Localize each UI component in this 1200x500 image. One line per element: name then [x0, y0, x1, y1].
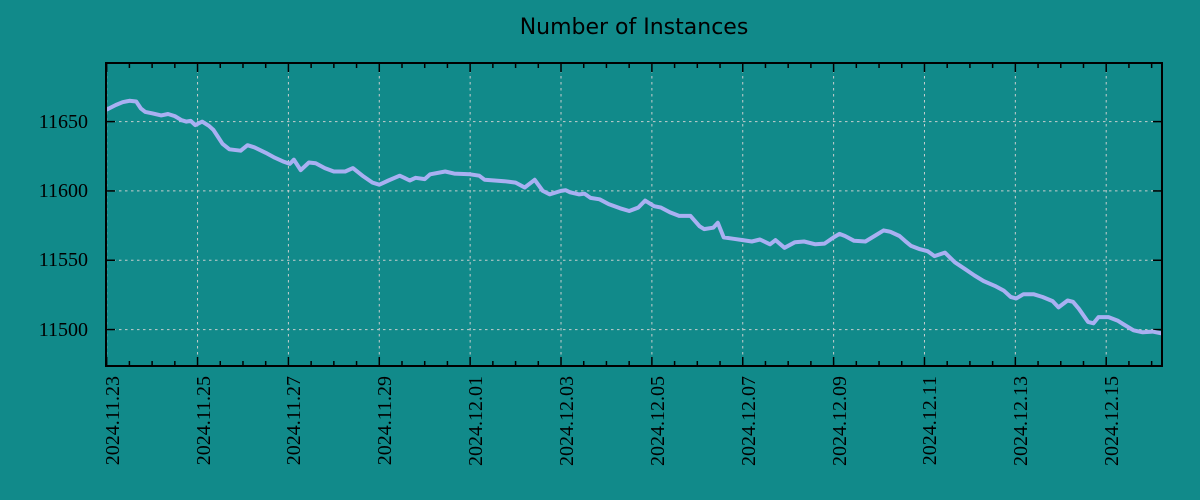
y-tick-label: 11550 — [38, 249, 88, 272]
x-tick-label: 2024.12.09 — [828, 376, 851, 466]
x-tick-label: 2024.12.07 — [737, 376, 760, 466]
chart-title: Number of Instances — [519, 15, 749, 40]
x-tick-label: 2024.11.27 — [283, 376, 306, 466]
x-tick-label: 2024.12.05 — [646, 376, 669, 466]
plot-area — [105, 62, 1163, 367]
x-tick-label: 2024.12.15 — [1101, 376, 1124, 466]
x-tick-label: 2024.11.23 — [101, 376, 124, 466]
data-line-instances — [105, 98, 1163, 336]
y-tick-label: 11500 — [38, 318, 88, 341]
x-tick-label: 2024.12.11 — [919, 376, 942, 466]
x-tick-label: 2024.12.03 — [556, 376, 578, 466]
x-tick-label: 2024.11.25 — [192, 376, 215, 466]
y-tick-label: 11600 — [38, 179, 88, 202]
x-tick-label: 2024.12.13 — [1010, 376, 1033, 466]
y-tick-label: 11650 — [38, 110, 88, 133]
x-tick-label: 2024.12.01 — [465, 376, 488, 466]
x-tick-label: 2024.11.29 — [374, 376, 397, 466]
plot-border — [105, 62, 1163, 367]
